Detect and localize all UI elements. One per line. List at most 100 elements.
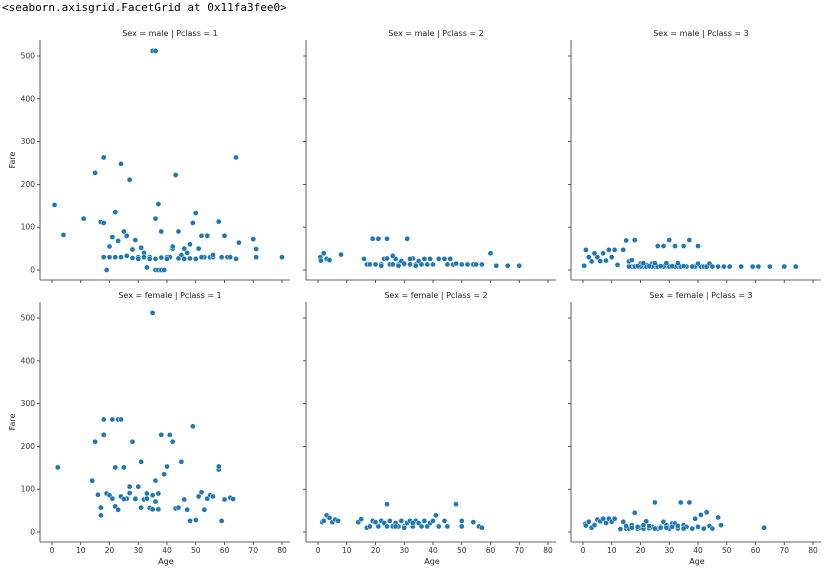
scatter-point bbox=[591, 250, 598, 257]
scatter-point bbox=[126, 483, 133, 490]
scatter-point bbox=[326, 257, 333, 264]
scatter-point bbox=[195, 245, 202, 252]
scatter-point bbox=[138, 244, 144, 251]
x-tick-label: 10 bbox=[342, 546, 352, 555]
x-tick-label: 40 bbox=[162, 546, 172, 555]
scatter-point bbox=[60, 232, 67, 238]
scatter-point bbox=[581, 262, 588, 269]
scatter-point bbox=[175, 504, 182, 511]
y-axis-label: Fare bbox=[8, 152, 17, 169]
scatter-point bbox=[583, 522, 589, 529]
scatter-point bbox=[623, 237, 629, 244]
scatter-point bbox=[721, 263, 727, 270]
scatter-point bbox=[369, 235, 376, 242]
scatter-point bbox=[149, 310, 156, 316]
scatter-point bbox=[473, 261, 479, 268]
scatter-point bbox=[121, 464, 127, 471]
scatter-point bbox=[361, 256, 367, 262]
scatter-point bbox=[192, 517, 199, 523]
scatter-point bbox=[384, 255, 390, 262]
scatter-point bbox=[198, 489, 205, 496]
x-tick-label: 60 bbox=[751, 546, 761, 555]
scatter-point bbox=[187, 241, 193, 248]
scatter-point bbox=[718, 522, 724, 529]
scatter-point bbox=[631, 237, 638, 243]
scatter-point bbox=[755, 263, 762, 270]
scatter-point bbox=[155, 490, 162, 497]
scatter-point bbox=[121, 228, 127, 235]
x-tick-label: 20 bbox=[105, 546, 115, 555]
scatter-point bbox=[51, 202, 58, 208]
panel-title: Sex = female | Pclass = 2 bbox=[384, 291, 487, 300]
scatter-point bbox=[253, 254, 259, 261]
scatter-point bbox=[412, 262, 419, 269]
scatter-point bbox=[435, 523, 442, 530]
scatter-point bbox=[175, 228, 182, 235]
scatter-point bbox=[663, 260, 670, 267]
scatter-point bbox=[675, 523, 681, 529]
scatter-point bbox=[155, 506, 162, 513]
scatter-point bbox=[210, 493, 216, 500]
panel-title: Sex = female | Pclass = 1 bbox=[118, 291, 221, 300]
scatter-point bbox=[106, 243, 113, 250]
facet-panel-4: Sex = female | Pclass = 1 0 10 20 30 40 50 60 70… bbox=[8, 291, 290, 566]
x-tick-label: 10 bbox=[76, 546, 86, 555]
scatter-point bbox=[98, 504, 104, 511]
panel-title: Sex = male | Pclass = 3 bbox=[653, 29, 749, 38]
scatter-point bbox=[318, 257, 324, 264]
scatter-point bbox=[164, 463, 170, 470]
scatter-point bbox=[250, 236, 257, 243]
scatter-point bbox=[703, 509, 710, 516]
scatter-point bbox=[666, 237, 673, 243]
scatter-point bbox=[210, 252, 216, 258]
scatter-point bbox=[427, 256, 433, 262]
y-tick-label: 500 bbox=[21, 314, 36, 323]
x-tick-label: 0 bbox=[50, 546, 55, 555]
scatter-point bbox=[218, 254, 225, 261]
scatter-point bbox=[149, 506, 156, 513]
x-tick-label: 80 bbox=[277, 546, 287, 555]
x-tick-label: 20 bbox=[371, 546, 381, 555]
scatter-point bbox=[187, 255, 193, 262]
x-axis-label: Age bbox=[689, 557, 705, 566]
scatter-point bbox=[152, 215, 159, 222]
scatter-point bbox=[585, 254, 592, 261]
scatter-point bbox=[686, 237, 693, 243]
scatter-point bbox=[169, 243, 176, 250]
scatter-point bbox=[215, 218, 222, 225]
scatter-point bbox=[675, 260, 681, 267]
scatter-point bbox=[430, 261, 436, 268]
scatter-point bbox=[233, 154, 239, 161]
scatter-point bbox=[109, 495, 116, 502]
scatter-point bbox=[184, 506, 190, 513]
scatter-point bbox=[195, 493, 202, 500]
scatter-point bbox=[458, 523, 465, 530]
x-tick-label: 40 bbox=[428, 546, 438, 555]
scatter-point bbox=[149, 492, 156, 499]
facet-panel-2: Sex = male | Pclass = 2 bbox=[303, 29, 556, 283]
scatter-point bbox=[680, 243, 687, 249]
scatter-point bbox=[204, 232, 211, 239]
scatter-point bbox=[487, 250, 494, 257]
scatter-point bbox=[126, 490, 133, 496]
scatter-point bbox=[585, 518, 592, 525]
scatter-point bbox=[464, 261, 471, 268]
scatter-point bbox=[626, 263, 632, 270]
scatter-point bbox=[144, 264, 150, 271]
scatter-point bbox=[663, 524, 670, 531]
scatter-point bbox=[407, 261, 413, 268]
scatter-point bbox=[109, 416, 116, 423]
scatter-point bbox=[320, 518, 327, 524]
scatter-point bbox=[792, 263, 799, 270]
scatter-point bbox=[129, 246, 136, 253]
x-tick-label: 70 bbox=[779, 546, 789, 555]
scatter-point bbox=[135, 483, 142, 490]
scatter-point bbox=[629, 524, 635, 531]
scatter-point bbox=[92, 438, 98, 445]
scatter-point bbox=[326, 515, 333, 521]
y-tick-label: 300 bbox=[21, 399, 36, 408]
scatter-point bbox=[100, 416, 107, 423]
scatter-point bbox=[384, 235, 390, 242]
scatter-point bbox=[640, 260, 647, 267]
scatter-point bbox=[181, 256, 188, 262]
